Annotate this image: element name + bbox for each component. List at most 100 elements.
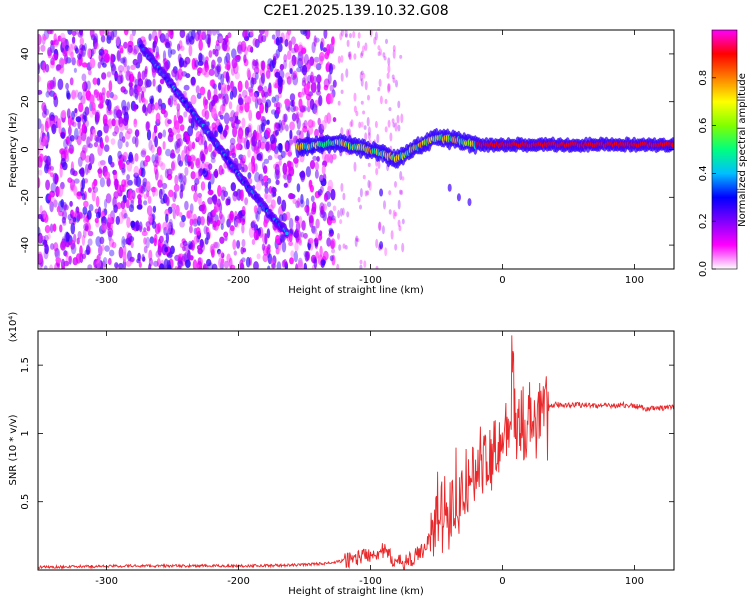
- spectrogram-noise-cell: [152, 78, 156, 87]
- spectrogram-noise-cell: [204, 99, 209, 106]
- spectrogram-noise-cell: [227, 213, 233, 222]
- spectrogram-noise-cell: [253, 261, 259, 269]
- spectrogram-noise-cell: [289, 100, 294, 107]
- spectrogram-noise-cell: [101, 51, 106, 59]
- spectrogram-noise-cell: [48, 194, 52, 201]
- spectrogram-noise-cell: [254, 163, 258, 173]
- spectrogram-noise-cell: [128, 204, 135, 213]
- spectrogram-noise-cell: [105, 193, 112, 204]
- spectrogram-noise-cell: [340, 55, 344, 63]
- spectrogram-noise-cell: [373, 36, 377, 45]
- spectrogram-noise-cell: [340, 72, 344, 82]
- spectrogram-noise-cell: [142, 103, 147, 112]
- spectrogram-noise-cell: [121, 236, 126, 248]
- spectrogram-noise-cell: [146, 226, 151, 232]
- spectrogram-noise-cell: [198, 168, 204, 176]
- spectrogram-noise-cell: [267, 155, 273, 161]
- colorbar-tick-label: 0.0: [698, 261, 709, 277]
- spectrogram-noise-cell: [298, 238, 302, 246]
- spectrogram-noise-cell: [174, 174, 179, 186]
- spectrogram-noise-cell: [53, 199, 58, 208]
- spectrogram-noise-cell: [378, 221, 381, 231]
- spectrogram-noise-cell: [280, 119, 286, 131]
- spectrogram-noise-cell: [314, 128, 319, 138]
- spectrogram-noise-cell: [109, 109, 113, 115]
- spectrogram-noise-cell: [111, 94, 118, 101]
- spectrogram-noise-cell: [265, 141, 272, 153]
- spectrogram-noise-cell: [336, 263, 340, 269]
- spectrogram-noise-cell: [207, 197, 214, 205]
- spectrogram-noise-cell: [362, 45, 365, 52]
- spectrogram-noise-cell: [240, 189, 244, 202]
- spectrogram-noise-cell: [59, 224, 63, 233]
- spectrogram-noise-cell: [388, 190, 392, 196]
- spectrogram-noise-cell: [355, 235, 359, 242]
- spectrogram-noise-cell: [262, 253, 269, 263]
- spectrogram-noise-cell: [49, 60, 55, 69]
- spectrogram-noise-cell: [117, 65, 124, 73]
- spectrogram-noise-cell: [42, 209, 47, 219]
- spectrogram-noise-cell: [360, 50, 364, 57]
- spectrogram-noise-cell: [300, 170, 306, 183]
- spectrogram-noise-cell: [166, 168, 173, 176]
- spectrogram-noise-cell: [342, 243, 346, 249]
- spectrogram-noise-cell: [120, 200, 126, 210]
- spectrogram-noise-cell: [99, 236, 105, 245]
- spectrogram-noise-cell: [226, 253, 231, 263]
- spectrogram-noise-cell: [207, 181, 212, 191]
- spectrogram-noise-cell: [332, 79, 337, 88]
- spectrogram-noise-cell: [303, 105, 308, 112]
- spectrogram-noise-cell: [267, 87, 272, 97]
- spectrogram-noise-cell: [224, 231, 228, 241]
- spectrogram-noise-cell: [222, 95, 226, 107]
- spectrogram-noise-cell: [83, 223, 89, 231]
- spectrogram-noise-cell: [109, 223, 113, 231]
- spectrogram-noise-cell: [132, 48, 138, 56]
- spectrogram-noise-cell: [151, 220, 157, 229]
- spectrogram-noise-cell: [106, 109, 112, 116]
- spectrogram-noise-cell: [339, 207, 343, 217]
- spectrogram-noise-cell: [304, 204, 310, 213]
- spectrogram-noise-cell: [211, 99, 216, 107]
- spectrogram-noise-cell: [390, 230, 394, 240]
- spectrogram-noise-cell: [241, 117, 246, 128]
- spectrogram-noise-cell: [307, 125, 314, 135]
- spectrogram-noise-cell: [270, 186, 276, 198]
- spectrogram-noise-cell: [96, 259, 101, 269]
- spectrogram-noise-cell: [199, 151, 205, 162]
- spectrogram-noise-cell: [51, 123, 57, 135]
- spectrogram-noise-cell: [245, 256, 251, 268]
- spectrogram-noise-cell: [251, 239, 256, 245]
- spectrogram-noise-cell: [226, 84, 231, 92]
- spectrogram-noise-cell: [367, 162, 371, 167]
- spectrogram-track-cell: [379, 188, 384, 197]
- spectrogram-noise-cell: [77, 91, 83, 101]
- spectrogram-noise-cell: [255, 233, 260, 240]
- spectrogram-noise-cell: [155, 155, 162, 162]
- spectrogram-noise-cell: [395, 79, 398, 88]
- spectrogram-noise-cell: [80, 150, 86, 161]
- spectrogram-noise-cell: [191, 58, 196, 70]
- spectrogram-noise-cell: [118, 44, 124, 51]
- spectrogram-noise-cell: [87, 238, 93, 246]
- spectrogram-y-label: Frequency (Hz): [8, 112, 19, 188]
- spectrogram-noise-cell: [293, 230, 299, 239]
- spectrogram-noise-cell: [313, 58, 318, 68]
- spectrogram-noise-cell: [123, 213, 128, 219]
- spectrogram-noise-cell: [303, 53, 309, 66]
- spectrogram-noise-cell: [167, 97, 172, 106]
- spectrogram-noise-cell: [222, 129, 228, 138]
- spectrogram-noise-cell: [219, 236, 225, 244]
- spectrogram-noise-cell: [81, 73, 87, 82]
- spectrogram-noise-cell: [163, 258, 169, 269]
- spectrogram-noise-cell: [309, 160, 316, 170]
- spectrogram-noise-cell: [73, 178, 80, 184]
- spectrogram-noise-cell: [337, 209, 341, 219]
- spectrogram-noise-cell: [189, 255, 194, 261]
- spectrogram-noise-cell: [229, 90, 234, 100]
- spectrogram-noise-cell: [247, 44, 252, 53]
- spectrogram-noise-cell: [360, 70, 364, 76]
- spectrogram-noise-cell: [152, 205, 157, 213]
- spectrogram-noise-cell: [223, 112, 230, 125]
- spectrogram-noise-cell: [312, 155, 318, 161]
